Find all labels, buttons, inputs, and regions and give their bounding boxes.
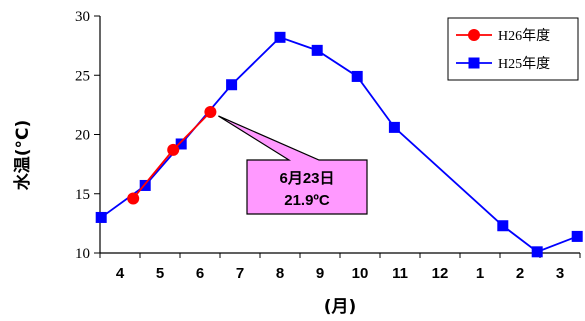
callout-value: 21.9ºC [284, 192, 330, 209]
legend-label: H26年度 [498, 28, 550, 44]
data-point [311, 44, 323, 56]
x-tick-label: 6 [196, 265, 204, 282]
y-tick-label: 20 [75, 128, 90, 144]
x-tick-label: 3 [556, 265, 564, 282]
legend-box [447, 17, 579, 81]
data-point [497, 220, 509, 232]
x-tick-label: 5 [156, 265, 164, 282]
x-tick-label: 11 [392, 265, 408, 282]
series-h25 [95, 31, 583, 258]
data-point [571, 230, 583, 242]
legend-label: H25年度 [498, 56, 550, 72]
y-tick-label: 25 [75, 68, 90, 84]
data-point [274, 31, 286, 43]
data-point [175, 138, 187, 150]
legend-marker [468, 29, 480, 41]
x-axis-title: (月) [324, 297, 357, 317]
y-axis-title: 水温(°C) [12, 120, 33, 191]
x-tick-label: 8 [276, 265, 284, 282]
x-tick-label: 10 [352, 265, 369, 282]
series-h26 [127, 105, 217, 205]
y-tick-label: 30 [75, 9, 90, 25]
data-point [95, 211, 107, 223]
data-point [167, 143, 180, 156]
callout-date: 6月23日 [279, 170, 334, 187]
data-point [127, 192, 140, 205]
y-tick-label: 15 [75, 187, 90, 203]
data-point [388, 121, 400, 133]
data-point [226, 79, 238, 91]
legend-entry: H26年度 [456, 28, 550, 44]
legend: H26年度 H25年度 [447, 17, 579, 81]
legend-marker [468, 57, 480, 69]
legend-entry: H25年度 [456, 56, 550, 72]
series-layer [95, 31, 583, 258]
annotation-callout: 6月23日 21.9ºC [218, 115, 368, 215]
callout-box [218, 115, 368, 215]
y-tick-label: 10 [75, 246, 90, 262]
data-point [351, 70, 363, 82]
data-point [204, 105, 217, 118]
x-tick-label: 2 [516, 265, 524, 282]
x-tick-label: 1 [476, 265, 484, 282]
data-point [531, 246, 543, 258]
data-point [139, 179, 151, 191]
x-tick-label: 4 [116, 265, 125, 282]
x-tick-label: 9 [316, 265, 324, 282]
x-tick-label: 12 [432, 265, 449, 282]
x-tick-label: 7 [236, 265, 244, 282]
